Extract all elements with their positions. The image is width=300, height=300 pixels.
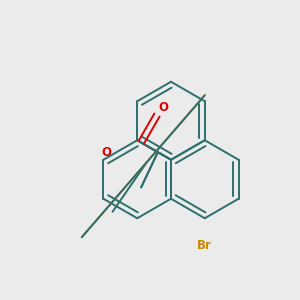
Text: Br: Br bbox=[197, 239, 212, 252]
Text: O: O bbox=[158, 100, 169, 113]
Text: O: O bbox=[101, 146, 111, 159]
